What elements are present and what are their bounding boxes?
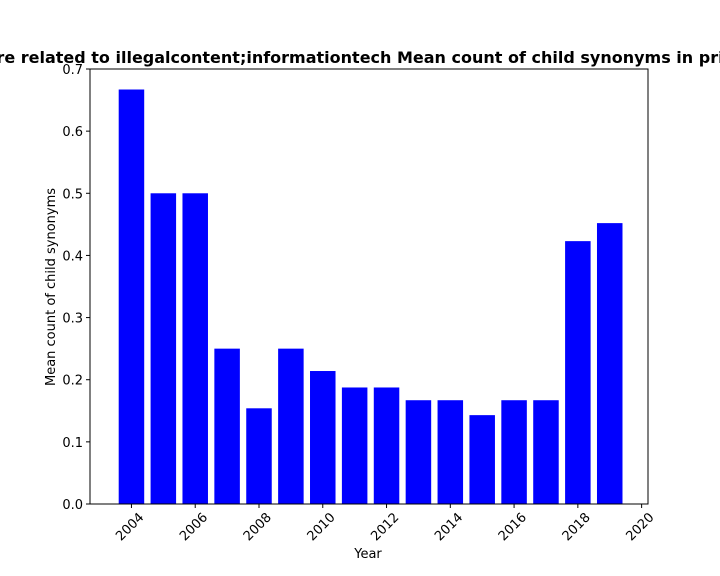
y-tick-label: 0.6 [62,125,83,140]
bar-2016 [501,400,527,504]
y-tick-label: 0.0 [62,498,83,513]
plot-frame [89,68,649,505]
x-tick-label: 2020 [623,510,657,544]
bar-2019 [596,223,623,504]
x-tick-label: 2012 [368,510,402,544]
x-tick-label: 2006 [177,510,211,544]
y-tick-label: 0.4 [62,249,83,264]
y-tick-label: 0.2 [62,374,83,389]
y-tick-label: 0.3 [62,312,83,327]
x-tick-label: 2018 [560,510,594,544]
x-tick-label: 2016 [496,510,530,544]
y-axis: 0.0 0.1 0.2 0.3 0.4 0.5 0.6 0.7 [62,63,90,513]
bar-2006 [182,193,208,505]
x-tick-label: 2004 [113,510,147,544]
x-tick-label: 2010 [305,510,339,544]
y-tick-label: 0.7 [62,63,83,78]
bar-2009 [278,348,304,504]
bar-2014 [437,400,464,504]
bar-2015 [469,415,495,504]
x-axis: 2004 2006 2008 2010 2012 2014 2016 2018 2020 [113,504,657,544]
x-tick-label: 2008 [241,510,275,544]
y-tick-label: 0.1 [62,436,83,451]
bar-2010 [310,371,336,504]
bar-2007 [214,348,240,504]
bar-2005 [150,193,177,505]
bar-2004 [118,89,145,504]
bars-group [118,89,623,505]
bar-2011 [341,387,368,504]
y-tick-label: 0.5 [62,187,83,202]
x-axis-label: Year [353,547,382,562]
bar-2017 [533,400,559,504]
x-tick-label: 2014 [432,510,466,544]
y-axis-label: Mean count of child synonyms [44,188,59,386]
bar-2008 [246,408,272,504]
bar-2018 [565,241,591,504]
chart-title: re related to illegalcontent;information… [0,48,720,67]
bar-2013 [405,400,432,504]
bar-2012 [373,387,400,504]
